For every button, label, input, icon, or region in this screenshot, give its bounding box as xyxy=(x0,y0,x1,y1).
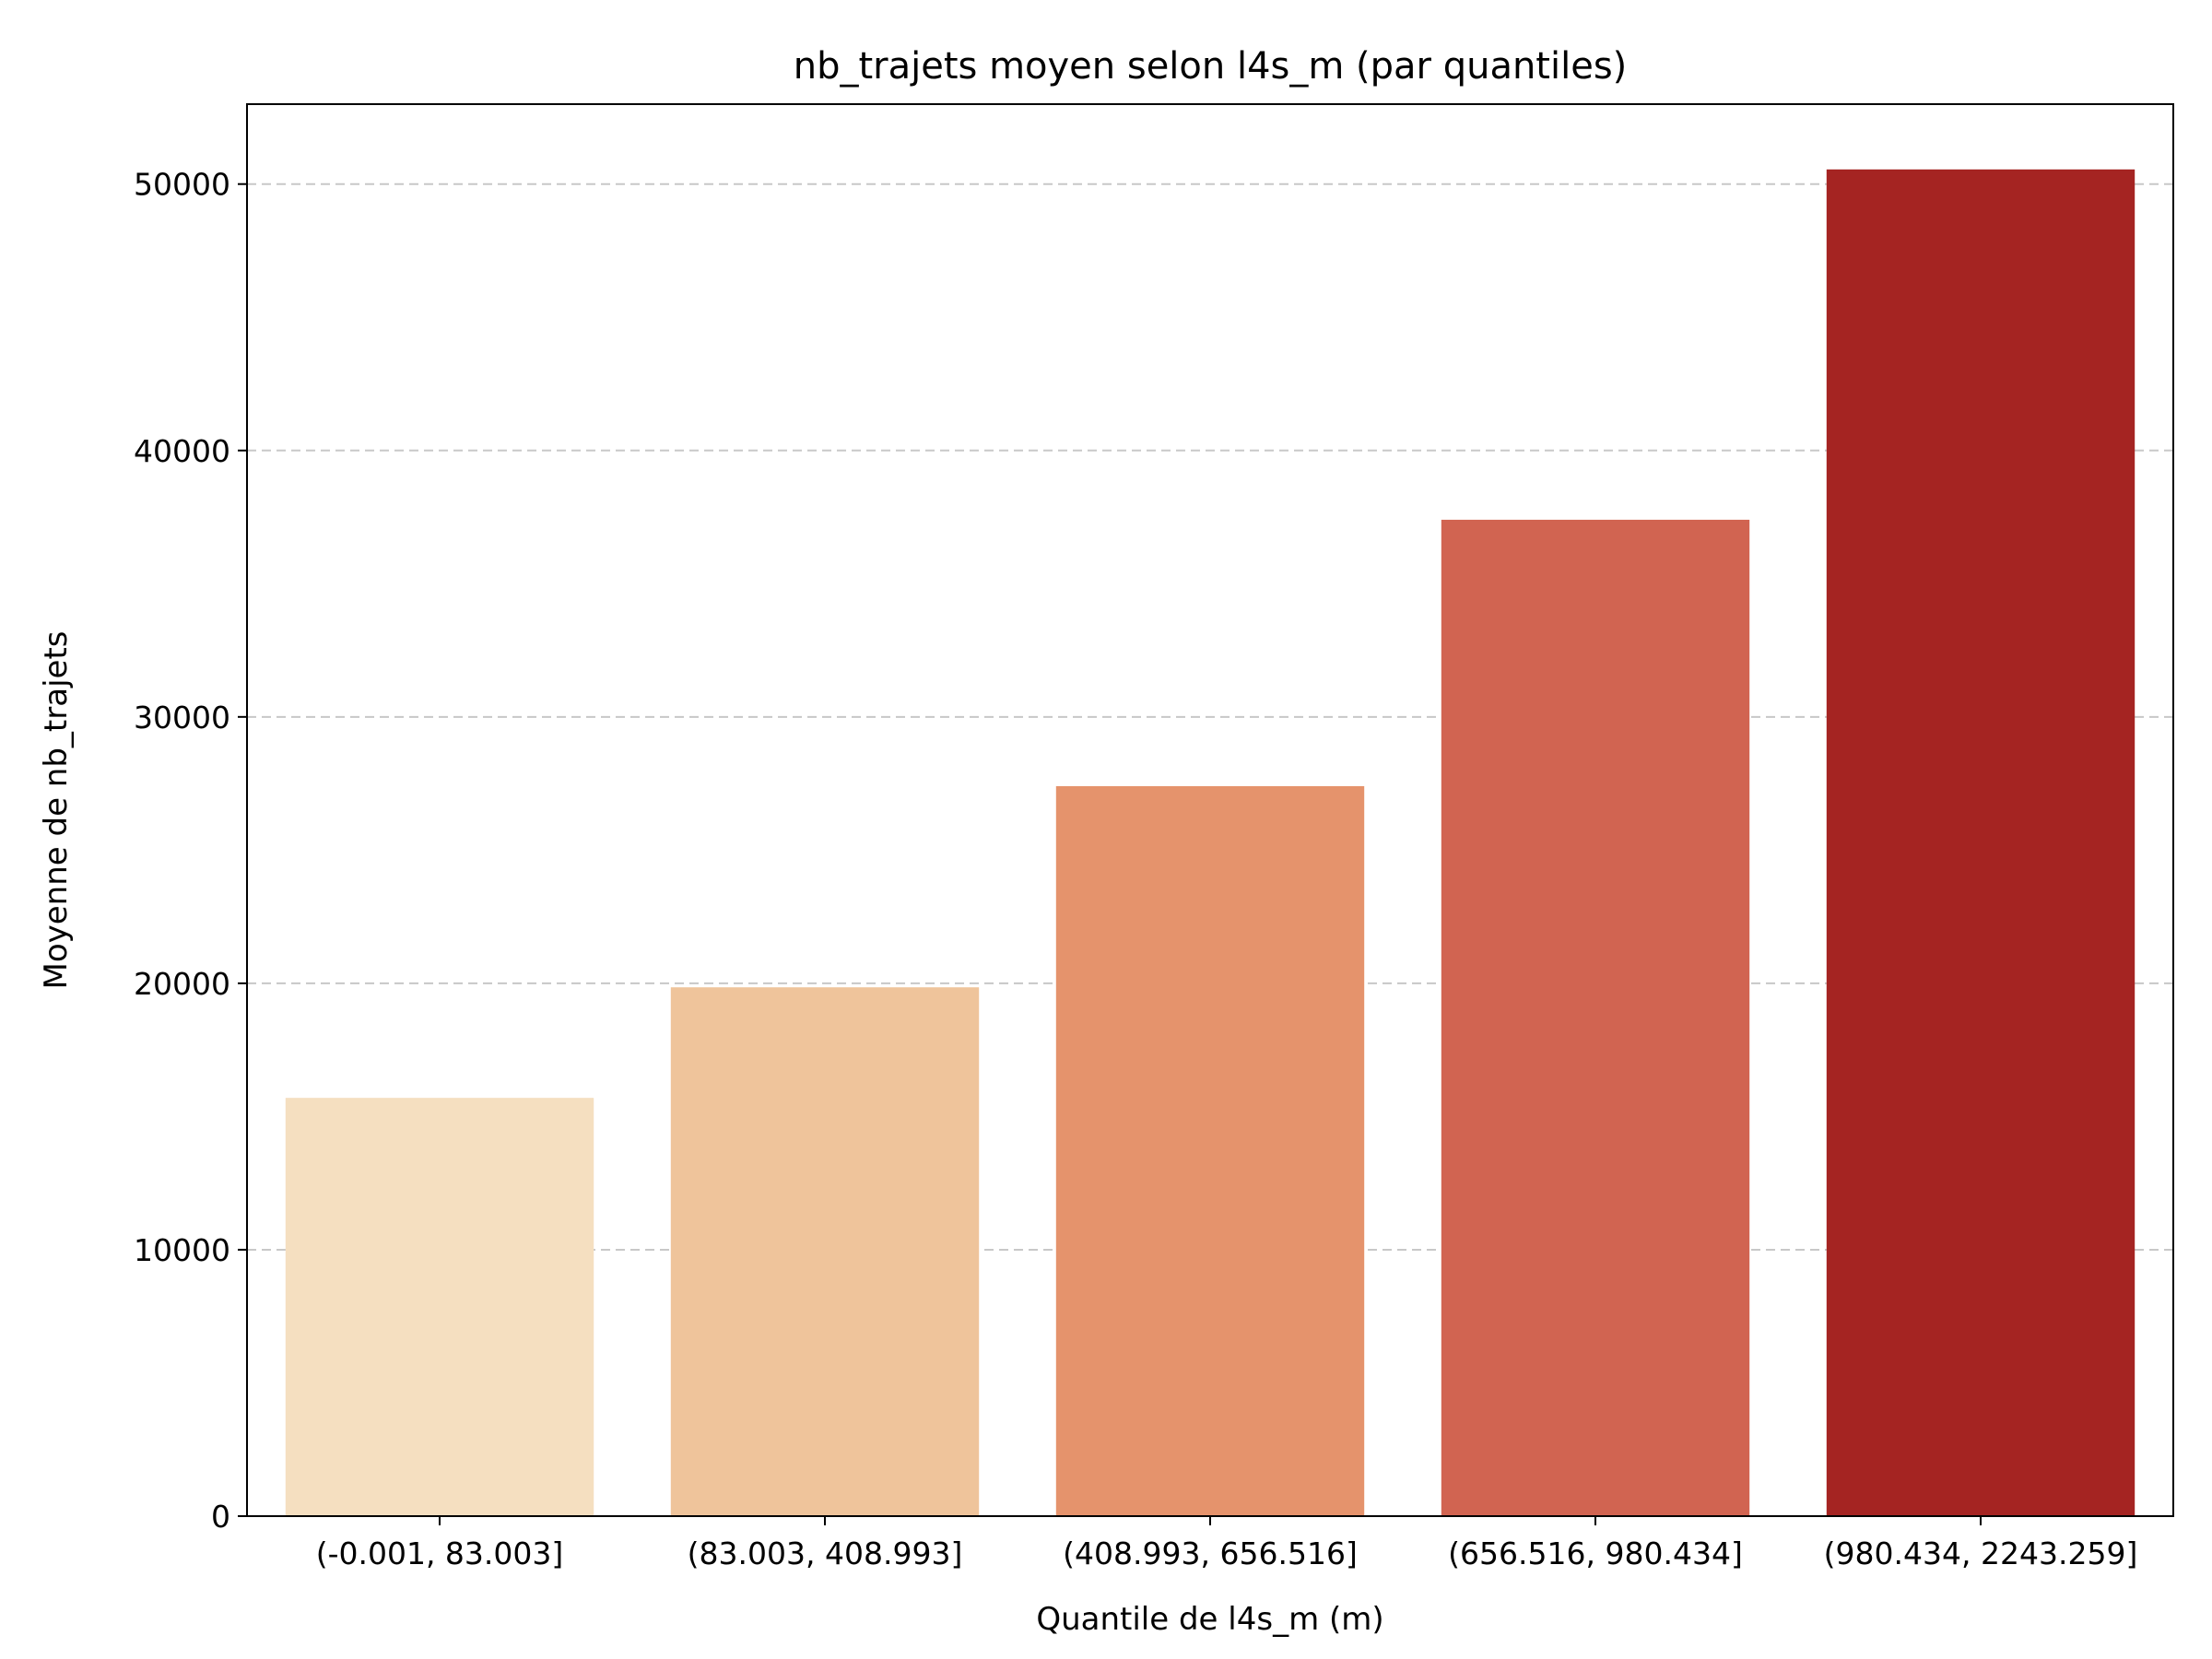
tick-layer: 0 10000 20000 30000 40000 50000 (-0.001, 83.00… xyxy=(134,167,2137,1571)
bar-3 xyxy=(1055,785,1365,1516)
bar-5 xyxy=(1826,169,2136,1517)
x-tick-label: (83.003, 408.993] xyxy=(688,1535,963,1571)
bar-2 xyxy=(670,987,980,1516)
y-axis-label: Moyenne de nb_trajets xyxy=(38,631,75,990)
y-tick-label: 20000 xyxy=(134,966,230,1002)
x-tick-label: (408.993, 656.516] xyxy=(1063,1535,1358,1571)
y-tick-label: 50000 xyxy=(134,167,230,203)
bar-layer xyxy=(285,169,2136,1517)
x-tick-label: (656.516, 980.434] xyxy=(1448,1535,1743,1571)
x-tick-label: (-0.001, 83.003] xyxy=(316,1535,564,1571)
bar-1 xyxy=(285,1098,594,1516)
x-axis-label: Quantile de l4s_m (m) xyxy=(1036,1601,1383,1638)
bar-4 xyxy=(1441,519,1750,1517)
chart-title: nb_trajets moyen selon l4s_m (par quanti… xyxy=(794,45,1628,88)
y-tick-label: 30000 xyxy=(134,700,230,735)
x-tick-label: (980.434, 2243.259] xyxy=(1824,1535,2138,1571)
y-tick-label: 0 xyxy=(211,1499,230,1535)
y-tick-label: 40000 xyxy=(134,433,230,469)
y-tick-label: 10000 xyxy=(134,1232,230,1268)
